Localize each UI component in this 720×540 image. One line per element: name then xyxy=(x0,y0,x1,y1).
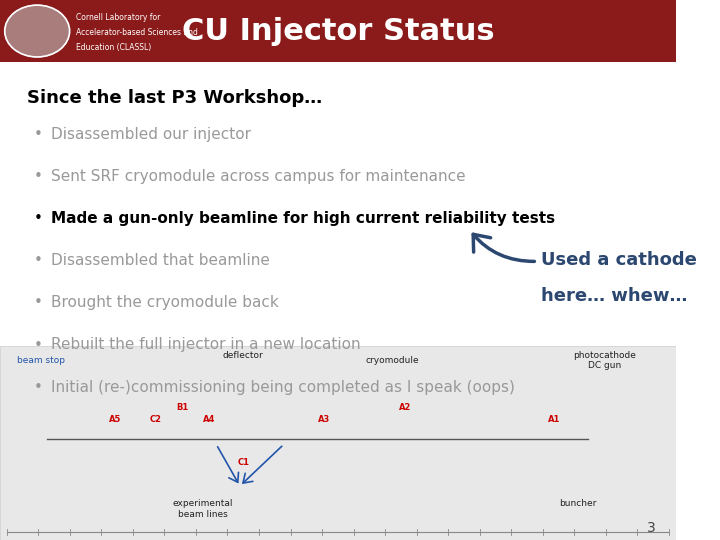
Text: Used a cathode: Used a cathode xyxy=(541,251,696,268)
Text: A5: A5 xyxy=(109,415,121,424)
Text: •: • xyxy=(34,169,42,184)
Text: A1: A1 xyxy=(548,415,560,424)
Text: •: • xyxy=(34,338,42,353)
Text: here… whew…: here… whew… xyxy=(541,287,687,305)
Text: •: • xyxy=(34,127,42,142)
Text: Brought the cryomodule back: Brought the cryomodule back xyxy=(50,295,279,310)
Text: Made a gun-only beamline for high current reliability tests: Made a gun-only beamline for high curren… xyxy=(50,211,555,226)
Text: deflector: deflector xyxy=(223,351,264,360)
Text: Cornell Laboratory for: Cornell Laboratory for xyxy=(76,13,161,22)
Text: Since the last P3 Workshop…: Since the last P3 Workshop… xyxy=(27,89,322,107)
Text: cryomodule: cryomodule xyxy=(365,356,419,366)
Text: CU Injector Status: CU Injector Status xyxy=(181,17,494,45)
Text: Disassembled that beamline: Disassembled that beamline xyxy=(50,253,269,268)
Text: A3: A3 xyxy=(318,415,330,424)
Text: •: • xyxy=(34,380,42,395)
Text: Accelerator-based Sciences and: Accelerator-based Sciences and xyxy=(76,28,198,37)
Text: Rebuilt the full injector in a new location: Rebuilt the full injector in a new locat… xyxy=(50,338,360,353)
FancyArrowPatch shape xyxy=(243,446,282,483)
Text: experimental
beam lines: experimental beam lines xyxy=(173,500,233,519)
Text: photocathode
DC gun: photocathode DC gun xyxy=(573,351,636,370)
FancyBboxPatch shape xyxy=(0,346,676,540)
Text: B1: B1 xyxy=(176,403,189,413)
Text: Sent SRF cryomodule across campus for maintenance: Sent SRF cryomodule across campus for ma… xyxy=(50,169,465,184)
Text: Education (CLASSL): Education (CLASSL) xyxy=(76,43,152,52)
Circle shape xyxy=(5,5,70,57)
Text: A4: A4 xyxy=(203,415,216,424)
Text: Disassembled our injector: Disassembled our injector xyxy=(50,127,251,142)
Text: 3: 3 xyxy=(647,521,655,535)
Text: Initial (re-)commissioning being completed as I speak (oops): Initial (re-)commissioning being complet… xyxy=(50,380,515,395)
FancyArrowPatch shape xyxy=(473,234,534,261)
Text: C1: C1 xyxy=(238,458,249,467)
Text: C2: C2 xyxy=(150,415,161,424)
Text: •: • xyxy=(34,253,42,268)
FancyArrowPatch shape xyxy=(217,447,238,482)
Text: beam stop: beam stop xyxy=(17,356,65,366)
FancyBboxPatch shape xyxy=(0,0,676,62)
Text: •: • xyxy=(34,295,42,310)
Text: A2: A2 xyxy=(400,403,412,413)
Text: buncher: buncher xyxy=(559,500,596,509)
Text: •: • xyxy=(34,211,42,226)
